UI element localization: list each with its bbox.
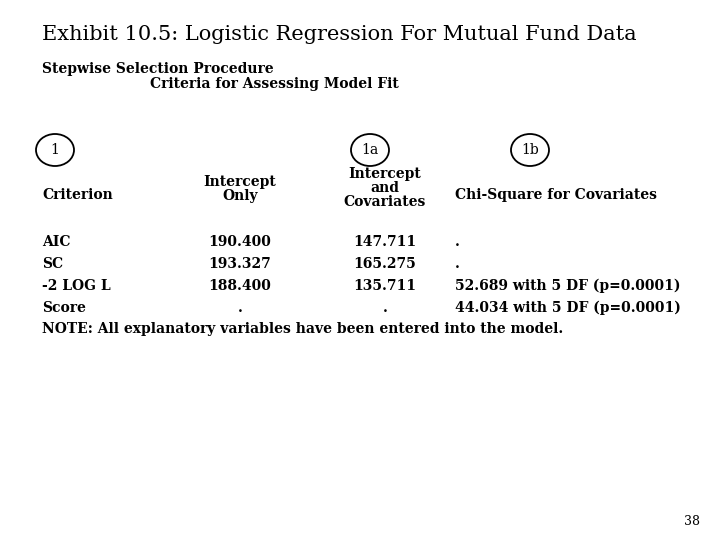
Text: SC: SC bbox=[42, 257, 63, 271]
Text: Criterion: Criterion bbox=[42, 188, 113, 202]
Text: and: and bbox=[371, 181, 400, 195]
Text: 1b: 1b bbox=[521, 143, 539, 157]
Text: 165.275: 165.275 bbox=[354, 257, 416, 271]
Text: Criteria for Assessing Model Fit: Criteria for Assessing Model Fit bbox=[150, 77, 399, 91]
Text: 190.400: 190.400 bbox=[209, 235, 271, 249]
Text: 147.711: 147.711 bbox=[354, 235, 417, 249]
Text: 1a: 1a bbox=[361, 143, 379, 157]
Text: 38: 38 bbox=[684, 515, 700, 528]
Text: 188.400: 188.400 bbox=[209, 279, 271, 293]
Text: Exhibit 10.5: Logistic Regression For Mutual Fund Data: Exhibit 10.5: Logistic Regression For Mu… bbox=[42, 25, 636, 44]
Text: AIC: AIC bbox=[42, 235, 71, 249]
Text: Stepwise Selection Procedure: Stepwise Selection Procedure bbox=[42, 62, 274, 76]
Text: 52.689 with 5 DF (p=0.0001): 52.689 with 5 DF (p=0.0001) bbox=[455, 279, 680, 293]
Text: .: . bbox=[455, 257, 460, 271]
Text: Chi-Square for Covariates: Chi-Square for Covariates bbox=[455, 188, 657, 202]
Text: .: . bbox=[382, 301, 387, 315]
Text: .: . bbox=[455, 235, 460, 249]
Text: .: . bbox=[238, 301, 243, 315]
Text: Score: Score bbox=[42, 301, 86, 315]
Text: 44.034 with 5 DF (p=0.0001): 44.034 with 5 DF (p=0.0001) bbox=[455, 301, 681, 315]
Text: Covariates: Covariates bbox=[344, 195, 426, 209]
Text: 193.327: 193.327 bbox=[209, 257, 271, 271]
Text: -2 LOG L: -2 LOG L bbox=[42, 279, 111, 293]
Text: Intercept: Intercept bbox=[348, 167, 421, 181]
Text: Only: Only bbox=[222, 189, 258, 203]
Text: Intercept: Intercept bbox=[204, 175, 276, 189]
Text: 135.711: 135.711 bbox=[354, 279, 416, 293]
Text: NOTE: All explanatory variables have been entered into the model.: NOTE: All explanatory variables have bee… bbox=[42, 322, 563, 336]
Text: 1: 1 bbox=[50, 143, 60, 157]
